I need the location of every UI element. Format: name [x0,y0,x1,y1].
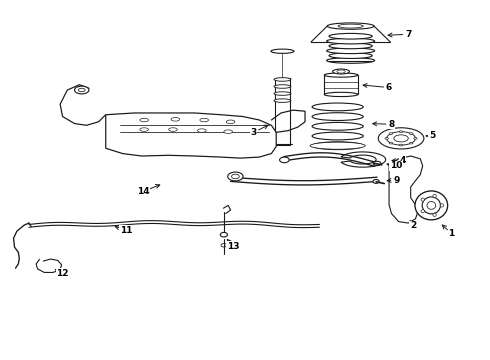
Ellipse shape [373,180,379,183]
Ellipse shape [274,78,291,81]
Text: 10: 10 [390,161,402,170]
Ellipse shape [228,172,243,181]
Text: 4: 4 [399,156,406,165]
Ellipse shape [387,132,416,145]
Ellipse shape [324,73,358,77]
Text: 8: 8 [389,120,394,129]
Ellipse shape [327,23,374,29]
Text: 12: 12 [56,269,69,278]
Text: 9: 9 [393,176,399,185]
Ellipse shape [378,128,424,149]
Ellipse shape [224,130,233,134]
Ellipse shape [200,118,209,122]
Ellipse shape [140,128,148,131]
Text: 1: 1 [448,229,455,238]
Ellipse shape [271,49,294,53]
Ellipse shape [274,85,291,88]
Bar [324,75,358,94]
Ellipse shape [74,86,89,94]
Ellipse shape [440,204,443,207]
Ellipse shape [312,122,363,130]
Ellipse shape [410,133,413,135]
Ellipse shape [414,138,417,139]
Ellipse shape [221,243,227,247]
Ellipse shape [140,118,148,122]
Ellipse shape [338,24,363,28]
Ellipse shape [337,70,345,73]
Ellipse shape [415,191,448,220]
Ellipse shape [274,99,291,102]
Text: 2: 2 [410,221,416,230]
Ellipse shape [312,113,363,121]
Ellipse shape [427,202,436,209]
Text: 6: 6 [386,83,392,92]
Ellipse shape [324,92,358,96]
Ellipse shape [389,133,392,135]
Ellipse shape [329,53,372,58]
Text: 13: 13 [227,242,239,251]
Ellipse shape [312,142,363,150]
Ellipse shape [312,132,363,140]
Ellipse shape [333,69,349,74]
Text: 3: 3 [250,128,257,137]
Ellipse shape [389,142,392,144]
Polygon shape [106,113,276,158]
Ellipse shape [329,43,372,49]
Ellipse shape [421,198,424,201]
Ellipse shape [310,142,365,149]
Text: 5: 5 [429,131,436,140]
Ellipse shape [410,142,413,144]
Ellipse shape [232,174,239,179]
Ellipse shape [78,88,85,92]
Ellipse shape [327,58,375,63]
Bar [275,78,290,145]
Polygon shape [341,152,386,167]
Ellipse shape [274,92,291,95]
Ellipse shape [171,118,180,121]
Ellipse shape [385,138,389,139]
Ellipse shape [312,103,363,111]
Ellipse shape [399,144,403,146]
Ellipse shape [394,135,408,142]
Ellipse shape [433,213,436,216]
Ellipse shape [433,194,436,198]
Text: 7: 7 [405,30,412,39]
Ellipse shape [327,38,375,44]
Text: 11: 11 [120,226,132,235]
Text: 14: 14 [137,187,149,196]
Ellipse shape [399,131,403,132]
Ellipse shape [327,48,375,54]
Ellipse shape [169,128,177,131]
Ellipse shape [329,33,372,39]
Ellipse shape [422,197,441,214]
Polygon shape [389,156,423,223]
Ellipse shape [373,161,381,166]
Ellipse shape [421,210,424,213]
Ellipse shape [197,129,206,132]
Ellipse shape [226,120,235,123]
Ellipse shape [220,233,227,237]
Ellipse shape [280,157,289,163]
